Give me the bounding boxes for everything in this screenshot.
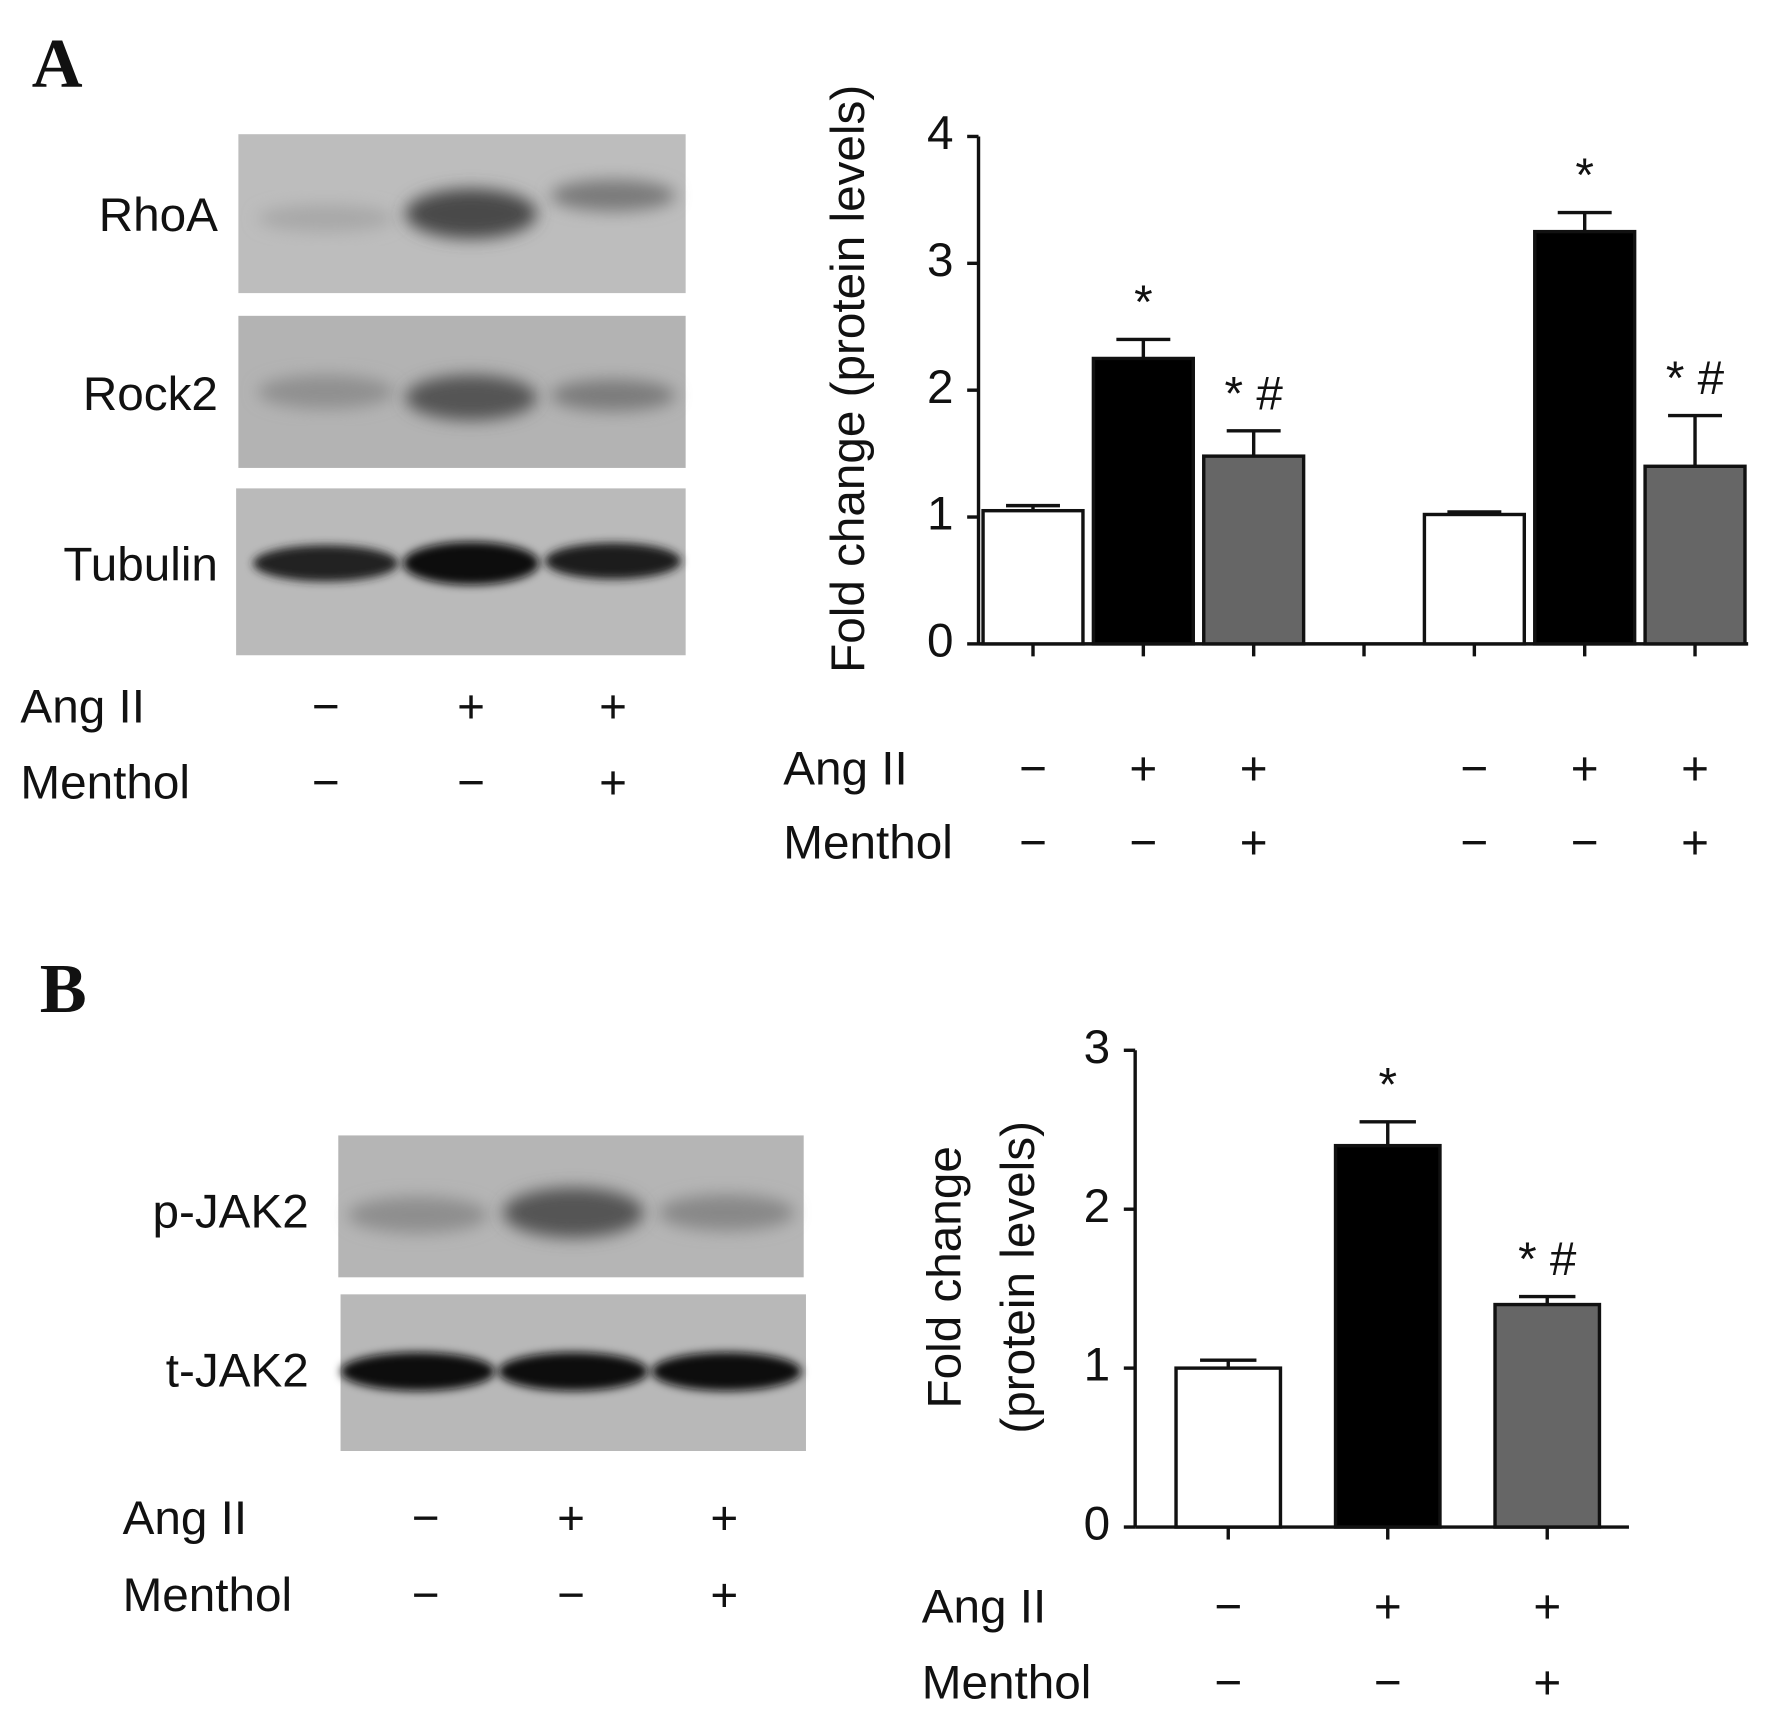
treatment-sign: + bbox=[1533, 1581, 1561, 1634]
y-tick-label: 3 bbox=[927, 234, 954, 287]
treatment-sign: + bbox=[1681, 743, 1709, 796]
treatment-label: Ang II bbox=[123, 1492, 248, 1545]
bar bbox=[1493, 1302, 1602, 1529]
treatment-sign: − bbox=[1374, 1657, 1402, 1710]
blot-image bbox=[236, 134, 686, 656]
treatment-label: Menthol bbox=[20, 756, 190, 809]
y-tick-label: 1 bbox=[1084, 1339, 1111, 1392]
y-tick-label: 0 bbox=[927, 614, 954, 667]
significance-label: * # bbox=[1225, 367, 1284, 420]
blot-row-label: Rock2 bbox=[83, 368, 218, 421]
significance-label: * bbox=[1575, 149, 1594, 202]
treatment-sign: − bbox=[457, 756, 485, 809]
panel-letter: A bbox=[32, 25, 83, 103]
treatment-sign: − bbox=[1019, 817, 1047, 870]
treatment-sign: − bbox=[412, 1569, 440, 1622]
bar bbox=[1533, 229, 1637, 646]
treatment-sign: + bbox=[710, 1492, 738, 1545]
significance-label: * # bbox=[1666, 352, 1725, 405]
treatment-sign: + bbox=[710, 1569, 738, 1622]
bar bbox=[1422, 512, 1527, 646]
treatment-sign: + bbox=[457, 680, 485, 733]
treatment-sign: − bbox=[1019, 743, 1047, 796]
treatment-sign: − bbox=[1214, 1657, 1242, 1710]
y-tick-label: 3 bbox=[1084, 1021, 1111, 1074]
treatment-sign: + bbox=[1129, 743, 1157, 796]
treatment-sign: + bbox=[599, 680, 627, 733]
bar bbox=[1091, 356, 1195, 646]
significance-label: * bbox=[1378, 1058, 1397, 1111]
y-tick-label: 2 bbox=[927, 361, 954, 414]
treatment-label: Ang II bbox=[783, 743, 908, 796]
treatment-sign: − bbox=[1460, 817, 1488, 870]
treatment-sign: − bbox=[312, 680, 340, 733]
treatment-sign: + bbox=[1240, 743, 1268, 796]
blot-row-label: Tubulin bbox=[63, 538, 218, 591]
treatment-sign: + bbox=[1533, 1657, 1561, 1710]
blot-image bbox=[338, 1135, 806, 1451]
treatment-sign: + bbox=[1681, 817, 1709, 870]
treatment-sign: − bbox=[1129, 817, 1157, 870]
blot-row-label: t-JAK2 bbox=[166, 1344, 309, 1397]
treatment-label: Menthol bbox=[123, 1569, 293, 1622]
y-tick-label: 0 bbox=[1084, 1498, 1111, 1551]
bar bbox=[1643, 464, 1747, 646]
treatment-sign: − bbox=[557, 1569, 585, 1622]
treatment-sign: + bbox=[599, 756, 627, 809]
treatment-sign: − bbox=[1214, 1581, 1242, 1634]
y-axis-label: Fold change (protein levels) bbox=[822, 85, 875, 673]
treatment-sign: − bbox=[312, 756, 340, 809]
y-tick-label: 2 bbox=[1084, 1180, 1111, 1233]
treatment-sign: − bbox=[412, 1492, 440, 1545]
bar bbox=[1202, 454, 1306, 646]
blot-row-label: RhoA bbox=[99, 189, 218, 242]
treatment-sign: + bbox=[1374, 1581, 1402, 1634]
treatment-sign: + bbox=[1571, 743, 1599, 796]
y-axis-label: (protein levels) bbox=[992, 1121, 1045, 1434]
bar bbox=[1174, 1366, 1283, 1529]
y-tick-label: 1 bbox=[927, 488, 954, 541]
bar bbox=[1333, 1143, 1442, 1529]
treatment-label: Ang II bbox=[20, 680, 145, 733]
y-tick-label: 4 bbox=[927, 107, 954, 160]
treatment-sign: + bbox=[1240, 817, 1268, 870]
treatment-sign: − bbox=[1460, 743, 1488, 796]
treatment-sign: + bbox=[557, 1492, 585, 1545]
significance-label: * bbox=[1134, 276, 1153, 329]
y-axis-label: Fold change bbox=[918, 1146, 971, 1408]
treatment-sign: − bbox=[1571, 817, 1599, 870]
blot-row-label: p-JAK2 bbox=[152, 1185, 308, 1238]
panel-letter: B bbox=[40, 950, 87, 1028]
treatment-label: Ang II bbox=[922, 1581, 1047, 1634]
bar bbox=[981, 508, 1085, 646]
significance-label: * # bbox=[1518, 1233, 1577, 1286]
treatment-label: Menthol bbox=[783, 817, 953, 870]
treatment-label: Menthol bbox=[922, 1657, 1092, 1710]
